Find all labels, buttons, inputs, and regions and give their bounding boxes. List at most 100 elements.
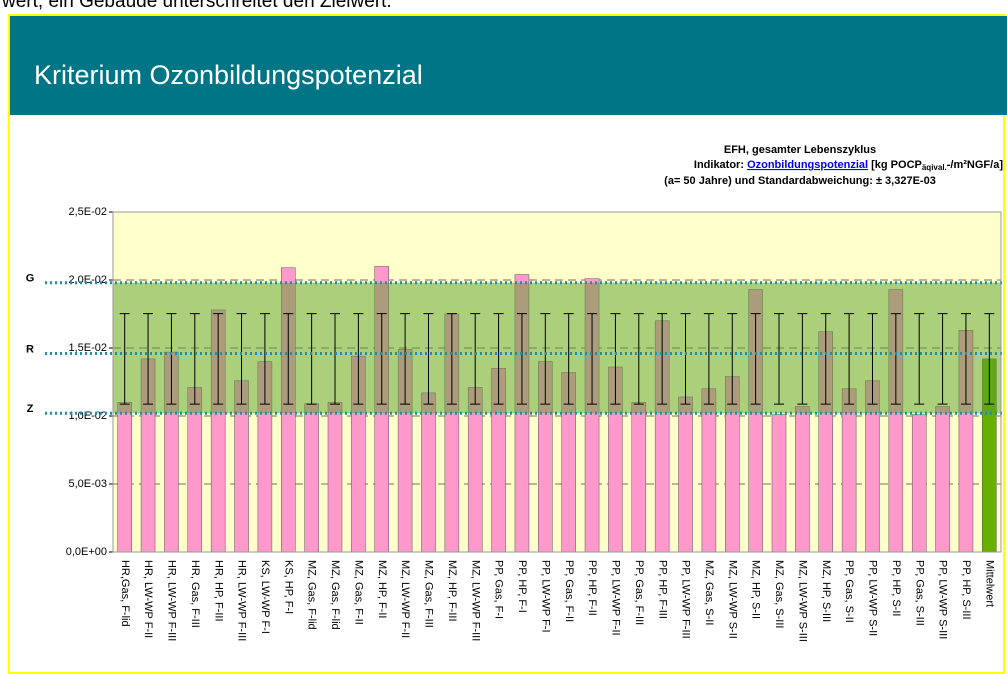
link[interactable]: Ozonbildungspotenzial — [747, 159, 868, 171]
error-bar — [119, 313, 130, 405]
y-tick-label: 2,0E-02 — [68, 274, 107, 286]
x-tick-label: MZ, Gas, F-lid — [306, 560, 318, 630]
x-tick-label: HR, Gas, F-III — [189, 560, 201, 628]
error-bar — [166, 313, 177, 405]
subtitle: EFH, gesamter Lebenszyklus — [724, 144, 876, 156]
subtitle: (a= 50 Jahre) und Standardabweichung: ± … — [664, 175, 936, 187]
error-bar — [960, 313, 971, 405]
error-bar — [844, 313, 855, 405]
error-bar — [727, 313, 738, 405]
error-bar — [353, 313, 364, 405]
bar — [771, 414, 787, 553]
x-tick-label: PP, LW-WP F-II — [610, 560, 622, 636]
y-tick-label: 0,0E+00 — [66, 546, 107, 558]
error-bar — [470, 313, 481, 405]
x-tick-label: PP, Gas, S-II — [843, 560, 855, 623]
header: Kriterium Ozonbildungspotenzial — [10, 16, 1007, 115]
subtitle-part: [kg POCP — [868, 159, 922, 171]
x-tick-label: PP, Gas, F-I — [493, 560, 505, 619]
error-bar — [376, 313, 387, 405]
bar — [911, 414, 927, 553]
x-tick-label: PP, Gas, S-III — [913, 560, 925, 626]
x-tick-label: MZ, Gas, F-lid — [329, 560, 341, 630]
subtitle-part: Indikator: — [694, 159, 747, 171]
cut-off-text: wert, ein Gebäude unterschreitet den Zie… — [2, 0, 392, 12]
error-bar — [236, 313, 247, 405]
error-bar — [587, 313, 598, 405]
error-bar — [633, 313, 644, 405]
error-bar — [423, 313, 434, 405]
slide-title: Kriterium Ozonbildungspotenzial — [34, 60, 423, 90]
plot-border — [112, 211, 1002, 553]
error-bar — [400, 313, 411, 405]
x-tick-label: PP, HP, F-III — [656, 560, 668, 619]
x-tick-label: MZ, LW-WP S-III — [796, 560, 808, 642]
reference-label: R — [26, 343, 34, 355]
x-tick-label: PP, LW-WP F-III — [680, 560, 692, 639]
error-bar — [540, 313, 551, 405]
x-tick-label: KS, LW-WP F-I — [259, 560, 271, 634]
error-bar — [680, 313, 691, 405]
error-bar — [189, 313, 200, 405]
error-bar — [914, 313, 925, 405]
x-tick-label: MZ, LW-WP S-II — [726, 560, 738, 639]
subscript: äqival. — [922, 163, 947, 172]
bar — [421, 392, 436, 553]
x-tick-label: PP, LW-WP F-I — [539, 560, 551, 633]
error-bar — [143, 313, 154, 405]
y-tick-label: 2,5E-02 — [68, 206, 107, 218]
error-bar — [563, 313, 574, 405]
error-bar — [890, 313, 901, 405]
error-bar — [306, 313, 317, 405]
error-bar — [610, 313, 621, 405]
x-tick-label: MZ, Gas, F-II — [352, 560, 364, 625]
y-tick-label: 1,0E-02 — [68, 410, 107, 422]
x-tick-label: MZ, HP, F-II — [376, 560, 388, 618]
subtitle: Indikator: Ozonbildungspotenzial [kg POC… — [694, 159, 1003, 172]
x-tick-label: PP, Gas, F-III — [633, 560, 645, 625]
x-tick-label: HR, HP, F-III — [212, 560, 224, 622]
x-tick-label: Mittelwert — [983, 560, 995, 607]
error-bar — [657, 313, 668, 405]
x-tick-label: MZ, HP, F-III — [446, 560, 458, 622]
error-bar — [984, 313, 995, 405]
x-tick-label: KS, HP, F-I — [282, 560, 294, 614]
reference-label: G — [26, 273, 35, 285]
bar — [678, 396, 693, 553]
bar — [117, 402, 132, 553]
error-bar — [516, 313, 527, 405]
x-tick-label: MZ, LW-WP F-III — [469, 560, 481, 641]
error-bar — [446, 313, 457, 405]
bar — [304, 403, 319, 553]
x-tick-label: MZ, HP, S-III — [820, 560, 832, 622]
error-bar — [937, 313, 948, 405]
x-tick-label: PP, HP, S-III — [960, 560, 972, 620]
x-tick-label: PP, LW-WP S-III — [937, 560, 949, 639]
subtitle-part: -/m²NGF/a] — [947, 159, 1004, 171]
error-bar — [774, 313, 784, 405]
bar — [631, 402, 647, 553]
x-tick-label: HR, LW-WP F-II — [142, 560, 154, 638]
x-tick-label: MZ, Gas, S-III — [773, 560, 785, 628]
x-tick-label: MZ, LW-WP F-II — [399, 560, 411, 638]
target-band — [113, 282, 1001, 414]
error-bar — [867, 313, 878, 405]
error-bar — [330, 313, 340, 405]
error-bar — [259, 313, 270, 405]
error-bar — [283, 313, 294, 405]
x-tick-label: PP, Gas, F-II — [563, 560, 575, 622]
error-bar — [493, 313, 504, 405]
x-tick-label: MZ, Gas, S-II — [703, 560, 715, 625]
error-bar — [820, 313, 831, 405]
y-tick-label: 1,5E-02 — [68, 342, 107, 354]
error-bar — [750, 313, 761, 405]
x-tick-label: MZ, Gas, F-III — [423, 560, 435, 628]
x-tick-label: HR, LW-WP F-III — [236, 560, 248, 641]
x-tick-label: PP, HP, S-II — [890, 560, 902, 616]
x-tick-label: PP, HP, F-I — [516, 560, 528, 613]
x-tick-label: PP, LW-WP S-II — [867, 560, 879, 636]
x-tick-label: PP, HP, F-II — [586, 560, 598, 616]
error-bar — [213, 313, 224, 405]
